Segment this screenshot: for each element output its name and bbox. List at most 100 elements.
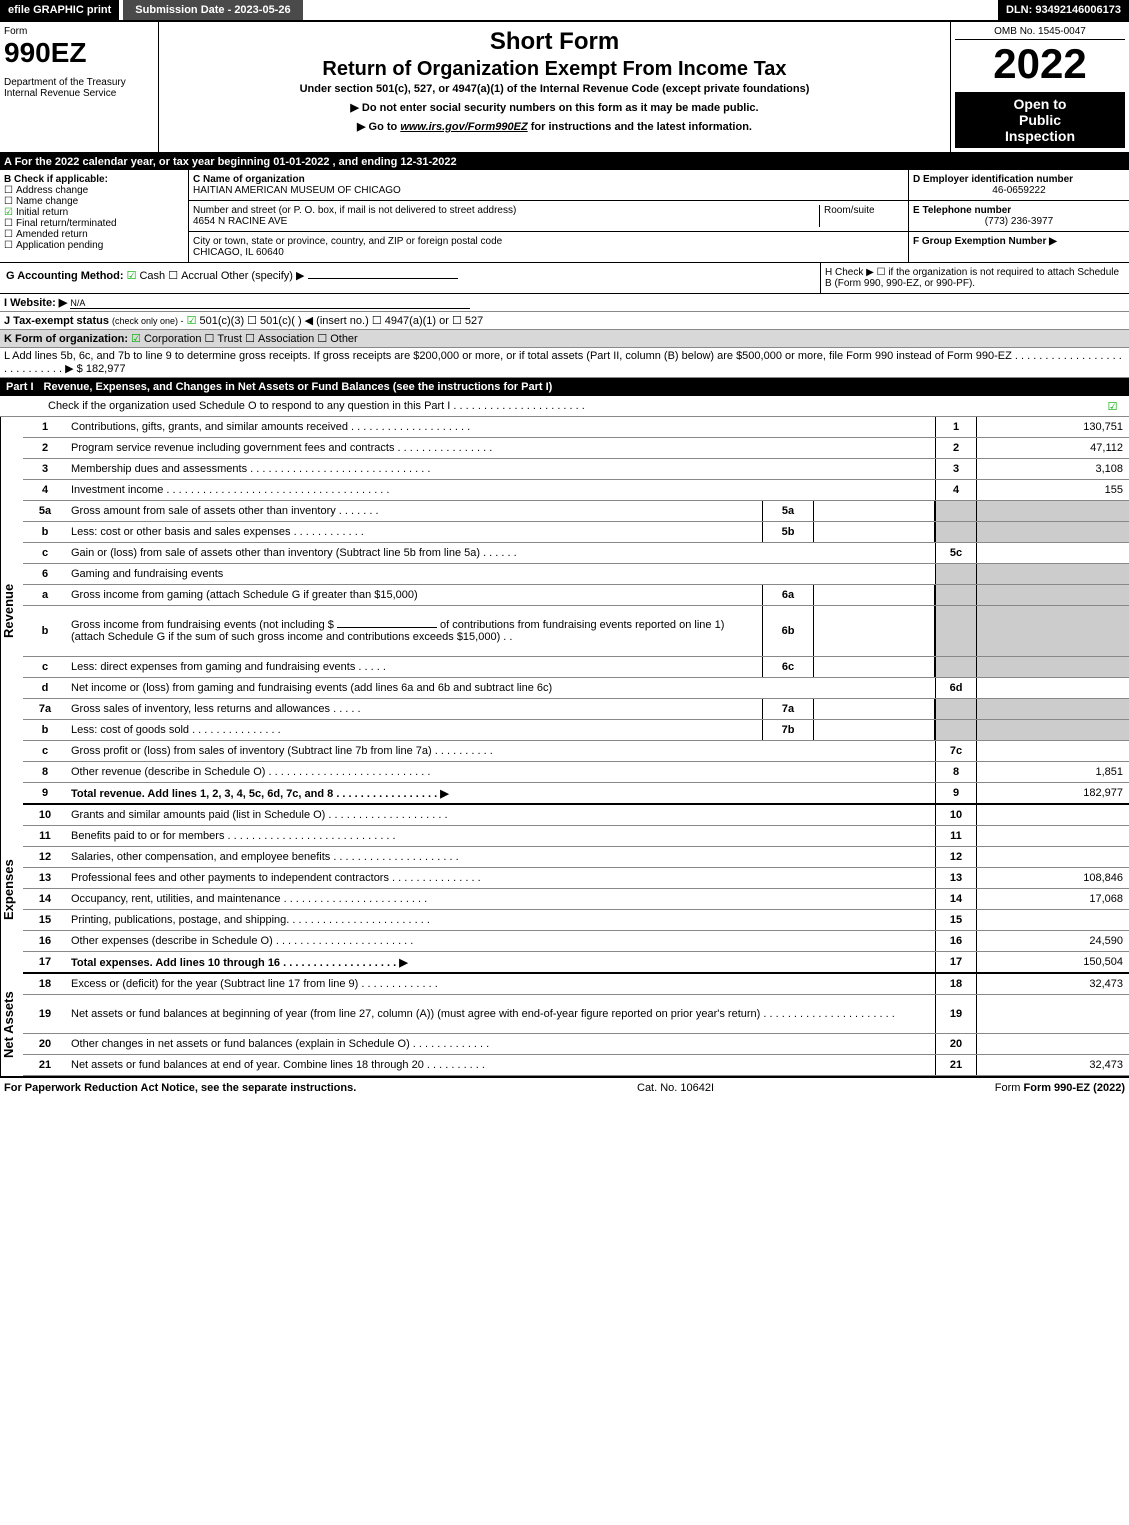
open1: Open to [959,96,1121,112]
l6d-num: d [23,680,67,696]
k-assoc[interactable]: Association [245,333,314,345]
l6a-val [814,585,935,605]
line-6: 6 Gaming and fundraising events [23,564,1129,585]
l4-num: 4 [23,482,67,498]
l6a-desc: Gross income from gaming (attach Schedul… [67,587,762,603]
l14-amt: 17,068 [977,889,1129,909]
l11-desc: Benefits paid to or for members . . . . … [67,828,935,844]
g-cash[interactable]: Cash [127,270,166,282]
l17-rnum: 17 [935,952,977,972]
line-3: 3 Membership dues and assessments . . . … [23,459,1129,480]
line-17: 17 Total expenses. Add lines 10 through … [23,952,1129,974]
box-b-title: B Check if applicable: [4,174,184,185]
j-501c[interactable]: 501(c)( ) ◀ (insert no.) [247,315,369,327]
l10-desc: Grants and similar amounts paid (list in… [67,807,935,823]
l14-rnum: 14 [935,889,977,909]
l3-num: 3 [23,461,67,477]
efile-label[interactable]: efile GRAPHIC print [0,0,119,20]
l6a-sub: 6a [762,585,814,605]
j-527[interactable]: 527 [452,315,483,327]
room-suite-label: Room/suite [819,205,904,227]
check-name-change[interactable]: Name change [4,196,184,207]
l9-desc: Total revenue. Add lines 1, 2, 3, 4, 5c,… [67,785,935,802]
l5a-amtshade [977,501,1129,521]
l6b-rshade [935,606,977,656]
section-a: A For the 2022 calendar year, or tax yea… [0,154,1129,170]
l5c-rnum: 5c [935,543,977,563]
dept-label: Department of the Treasury [4,77,154,88]
l5b-desc: Less: cost or other basis and sales expe… [67,524,762,540]
ein-label: D Employer identification number [913,174,1125,185]
l7a-sub: 7a [762,699,814,719]
l21-amt: 32,473 [977,1055,1129,1075]
l19-rnum: 19 [935,995,977,1033]
l18-amt: 32,473 [977,974,1129,994]
l7b-rshade [935,720,977,740]
city-row: City or town, state or province, country… [189,232,908,262]
line-j: J Tax-exempt status (check only one) - 5… [0,312,1129,330]
l20-desc: Other changes in net assets or fund bala… [67,1036,935,1052]
k-trust[interactable]: Trust [205,333,243,345]
l11-rnum: 11 [935,826,977,846]
part1-check[interactable] [1108,401,1121,413]
tel-value: (773) 236-3977 [913,216,1125,227]
addr-value: 4654 N RACINE AVE [193,216,819,227]
footer-center: Cat. No. 10642I [637,1082,714,1094]
footer: For Paperwork Reduction Act Notice, see … [0,1076,1129,1098]
line-4: 4 Investment income . . . . . . . . . . … [23,480,1129,501]
part1-header: Part I Revenue, Expenses, and Changes in… [0,378,1129,396]
check-amended[interactable]: Amended return [4,229,184,240]
l11-amt [977,826,1129,846]
j-4947[interactable]: 4947(a)(1) or [372,315,449,327]
netassets-section: Net Assets 18 Excess or (deficit) for th… [0,974,1129,1076]
check-address-change[interactable]: Address change [4,185,184,196]
k-corp[interactable]: Corporation [131,333,201,345]
line-l: L Add lines 5b, 6c, and 7b to line 9 to … [0,348,1129,378]
l7a-rshade [935,699,977,719]
year-col: OMB No. 1545-0047 2022 Open to Public In… [950,22,1129,152]
org-name-label: C Name of organization [193,174,904,185]
l21-num: 21 [23,1057,67,1073]
l15-amt [977,910,1129,930]
line-20: 20 Other changes in net assets or fund b… [23,1034,1129,1055]
check-initial-return[interactable]: Initial return [4,207,184,218]
l13-amt: 108,846 [977,868,1129,888]
instr-post: for instructions and the latest informat… [528,121,752,133]
l7b-desc: Less: cost of goods sold . . . . . . . .… [67,722,762,738]
j-501c3[interactable]: 501(c)(3) [187,315,245,327]
l5c-desc: Gain or (loss) from sale of assets other… [67,545,935,561]
k-other[interactable]: Other [317,333,357,345]
line-7a: 7a Gross sales of inventory, less return… [23,699,1129,720]
l15-rnum: 15 [935,910,977,930]
line-6d: d Net income or (loss) from gaming and f… [23,678,1129,699]
part1-label: Part I [6,381,44,393]
g-other[interactable]: Other (specify) ▶ [221,270,305,282]
l6-rshade [935,564,977,584]
g-accrual[interactable]: Accrual [168,270,218,282]
box-d: D Employer identification number 46-0659… [909,170,1129,262]
line-1: 1 Contributions, gifts, grants, and simi… [23,417,1129,438]
l5b-rshade [935,522,977,542]
form-number-col: Form 990EZ Department of the Treasury In… [0,22,159,152]
check-pending[interactable]: Application pending [4,240,184,251]
city-label: City or town, state or province, country… [193,236,904,247]
l21-desc: Net assets or fund balances at end of ye… [67,1057,935,1073]
instr-pre: ▶ Go to [357,121,400,133]
l-text: L Add lines 5b, 6c, and 7b to line 9 to … [4,350,1122,375]
l7b-amtshade [977,720,1129,740]
l9-amt: 182,977 [977,783,1129,803]
j-sub: (check only one) - [112,316,184,326]
l2-desc: Program service revenue including govern… [67,440,935,456]
line-16: 16 Other expenses (describe in Schedule … [23,931,1129,952]
l7b-val [814,720,935,740]
l16-rnum: 16 [935,931,977,951]
irs-link[interactable]: www.irs.gov/Form990EZ [400,121,527,133]
l4-amt: 155 [977,480,1129,500]
l1-desc: Contributions, gifts, grants, and simila… [67,419,935,435]
check-final-return[interactable]: Final return/terminated [4,218,184,229]
l20-num: 20 [23,1036,67,1052]
addr-row: Number and street (or P. O. box, if mail… [189,201,908,232]
line-g: G Accounting Method: Cash Accrual Other … [0,263,820,293]
l16-desc: Other expenses (describe in Schedule O) … [67,933,935,949]
l12-amt [977,847,1129,867]
